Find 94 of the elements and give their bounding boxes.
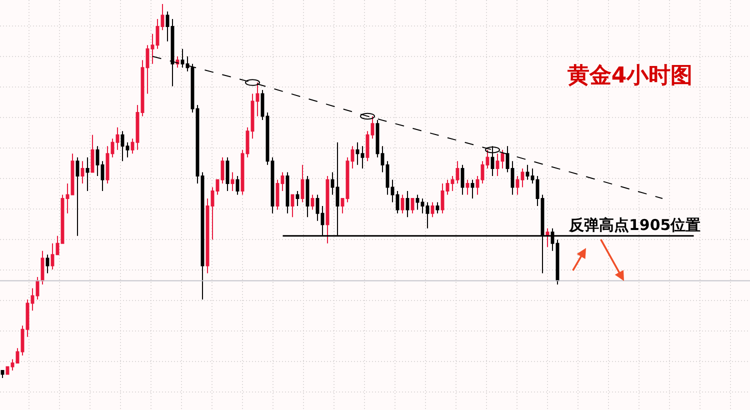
- candlestick: [20, 325, 24, 356]
- candlestick: [86, 156, 90, 192]
- ref-line-label: 反弹高点1905位置: [568, 216, 701, 234]
- candlestick: [140, 60, 144, 117]
- candlestick: [466, 179, 470, 196]
- candlestick: [350, 146, 354, 170]
- candlestick: [526, 164, 530, 180]
- candlestick: [300, 164, 304, 203]
- candlestick: [110, 138, 114, 158]
- candlestick: [450, 176, 454, 192]
- candlestick: [96, 146, 100, 177]
- candlestick: [200, 172, 204, 300]
- candlestick: [206, 198, 210, 274]
- candlestick: [500, 149, 504, 170]
- candlestick: [40, 250, 44, 285]
- candlestick: [270, 156, 274, 214]
- candlestick: [236, 176, 240, 196]
- candlestick: [536, 176, 540, 206]
- candlestick: [246, 126, 250, 158]
- candlestick: [470, 179, 474, 199]
- candlestick: [406, 190, 410, 218]
- candlestick: [506, 146, 510, 173]
- candlestick: [276, 179, 280, 210]
- candlestick: [50, 242, 54, 270]
- candlestick: [230, 172, 234, 192]
- candlestick: [286, 172, 290, 214]
- candlestick: [330, 172, 334, 196]
- candlestick: [380, 146, 384, 173]
- candlestick: [316, 194, 320, 222]
- candlestick: [146, 44, 150, 94]
- candlestick: [430, 202, 434, 218]
- candlestick: [256, 82, 260, 117]
- candlestick: [510, 160, 514, 196]
- candlestick: [416, 194, 420, 210]
- candlestick: [436, 202, 440, 214]
- candlestick: [280, 172, 284, 192]
- candlestick: [496, 153, 500, 177]
- candlestick: [150, 33, 154, 64]
- candlestick: [160, 4, 164, 31]
- candlestick: [440, 183, 444, 214]
- candlestick: [476, 176, 480, 196]
- candlestick: [370, 116, 374, 140]
- candlestick: [70, 153, 74, 196]
- candlestick: [400, 194, 404, 214]
- candlestick: [396, 190, 400, 214]
- candlestick: [250, 93, 254, 140]
- candlestick: [210, 186, 214, 240]
- candlestick: [116, 126, 120, 150]
- candlestick: [100, 160, 104, 192]
- candlestick: [10, 358, 14, 372]
- candlestick: [226, 156, 230, 192]
- candlestick: [90, 134, 94, 173]
- candlestick: [56, 235, 60, 256]
- candlestick: [0, 370, 4, 378]
- candlestick: [66, 183, 70, 214]
- candlestick: [26, 298, 30, 338]
- candlestick: [46, 254, 50, 274]
- candlestick: [326, 176, 330, 244]
- candlestick: [156, 18, 160, 50]
- candlestick: [360, 146, 364, 170]
- candlestick: [426, 202, 430, 229]
- candlestick: [220, 156, 224, 184]
- candlestick: [126, 142, 130, 158]
- candlestick: [106, 146, 110, 184]
- candlestick: [136, 104, 140, 150]
- candlestick: [376, 119, 380, 158]
- candlestick: [80, 160, 84, 184]
- candlestick: [180, 48, 184, 68]
- candlestick: [306, 176, 310, 218]
- text: 黄金4小时图: [566, 64, 693, 89]
- candlestick: [546, 228, 550, 248]
- candlestick: [30, 288, 34, 312]
- candlestick: [290, 194, 294, 218]
- candlestick: [446, 179, 450, 196]
- candlestick: [130, 138, 134, 154]
- candlestick: [456, 160, 460, 184]
- candlestick: [366, 130, 370, 162]
- candlestick: [486, 149, 490, 170]
- candlestick: [516, 176, 520, 196]
- candlestick: [420, 198, 424, 214]
- candlestick: [480, 160, 484, 184]
- candlestick: [166, 10, 170, 42]
- candlestick: [296, 190, 300, 206]
- candlestick: [520, 168, 524, 188]
- candlestick: [310, 194, 314, 210]
- candlestick: [120, 130, 124, 162]
- candlestick: [340, 198, 344, 214]
- candlestick: [460, 164, 464, 196]
- candlestick: [390, 179, 394, 203]
- candlestick: [260, 90, 264, 120]
- candlestick: [356, 142, 360, 166]
- candlestick: [76, 156, 80, 236]
- candlestick: [386, 160, 390, 196]
- candlestick: [530, 168, 534, 184]
